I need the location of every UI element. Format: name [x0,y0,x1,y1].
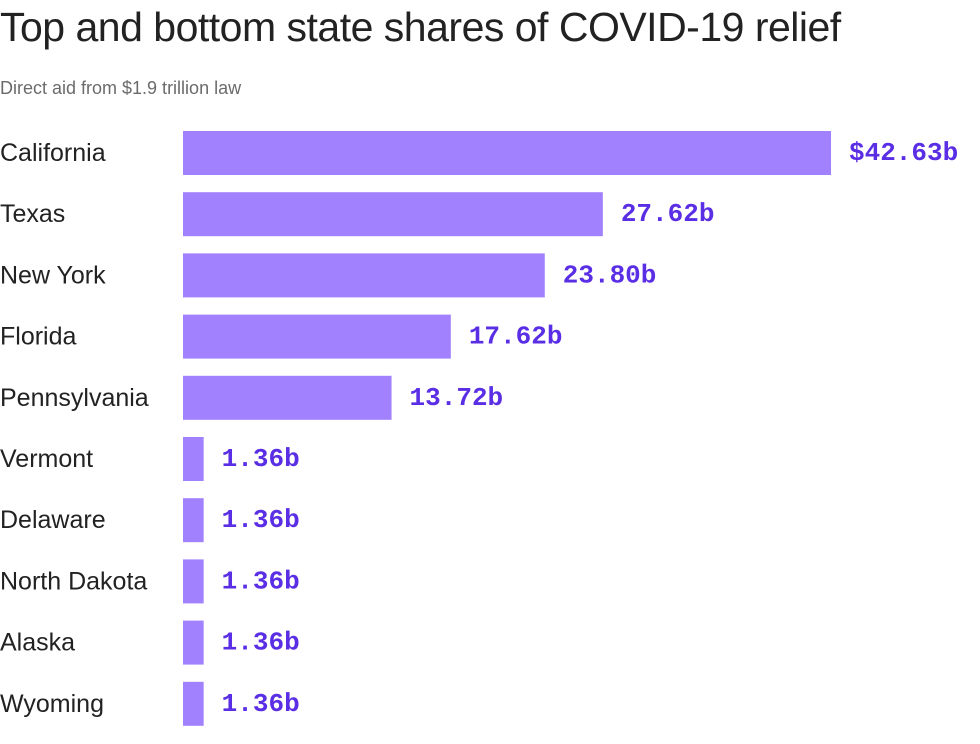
category-label: California [0,139,106,167]
bar [183,375,392,420]
category-label: Delaware [0,506,106,534]
value-label: 13.72b [410,383,504,413]
bar [183,437,204,481]
category-label: Alaska [0,629,75,657]
value-label: 27.62b [621,199,715,229]
value-label: 1.36b [222,505,300,535]
value-label: 17.62b [469,322,563,352]
bar [183,559,204,604]
bar [183,131,831,175]
category-label: New York [0,261,106,289]
value-label: 1.36b [222,444,300,474]
bar [183,314,451,359]
category-label: Texas [0,200,65,228]
chart-title: Top and bottom state shares of COVID-19 … [0,4,841,50]
bar [183,192,603,237]
bar [183,498,204,543]
bar [183,681,204,726]
category-label: Florida [0,323,77,351]
category-label: North Dakota [0,567,147,595]
value-label: 1.36b [222,628,300,658]
value-label: 1.36b [222,566,300,596]
category-label: Wyoming [0,690,104,718]
value-label: 23.80b [563,260,657,290]
category-label: Pennsylvania [0,384,149,412]
bar [183,253,545,298]
value-label: $42.63b [849,138,958,168]
category-label: Vermont [0,445,93,473]
bar [183,620,204,665]
value-label: 1.36b [222,689,300,719]
chart-subtitle: Direct aid from $1.9 trillion law [0,78,242,98]
